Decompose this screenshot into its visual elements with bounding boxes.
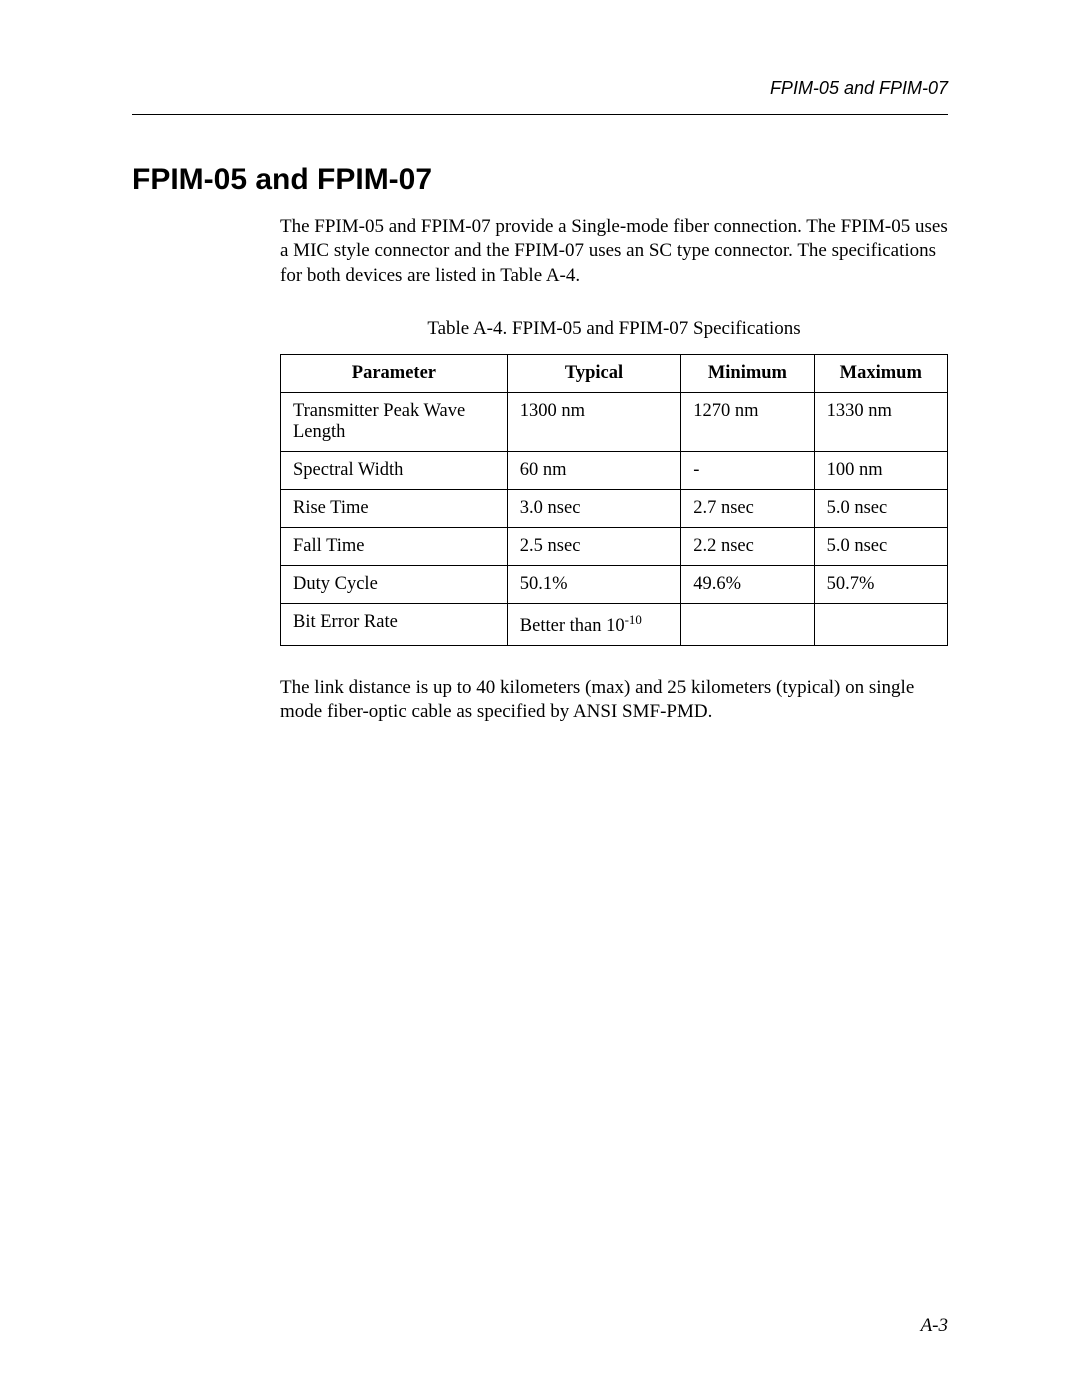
cell-minimum: 2.2 nsec [681,527,814,565]
running-head: FPIM-05 and FPIM-07 [770,78,948,99]
cell-minimum: 1270 nm [681,392,814,451]
cell-maximum: 5.0 nsec [814,527,947,565]
table-row: Duty Cycle 50.1% 49.6% 50.7% [281,565,948,603]
cell-parameter: Spectral Width [281,451,508,489]
table-row: Rise Time 3.0 nsec 2.7 nsec 5.0 nsec [281,489,948,527]
cell-maximum: 100 nm [814,451,947,489]
cell-maximum: 1330 nm [814,392,947,451]
header-rule [132,114,948,115]
document-page: FPIM-05 and FPIM-07 FPIM-05 and FPIM-07 … [0,0,1080,1397]
page-number: A-3 [921,1315,948,1337]
cell-minimum: 2.7 nsec [681,489,814,527]
cell-parameter: Transmitter Peak Wave Length [281,392,508,451]
cell-typical: 2.5 nsec [507,527,680,565]
cell-typical: 50.1% [507,565,680,603]
cell-parameter: Duty Cycle [281,565,508,603]
table-row: Bit Error Rate Better than 10-10 [281,603,948,645]
cell-maximum: 5.0 nsec [814,489,947,527]
cell-minimum: - [681,451,814,489]
closing-paragraph: The link distance is up to 40 kilometers… [280,676,948,725]
cell-minimum [681,603,814,645]
table-header-row: Parameter Typical Minimum Maximum [281,354,948,392]
page-header: FPIM-05 and FPIM-07 [132,78,948,108]
intro-paragraph: The FPIM-05 and FPIM-07 provide a Single… [280,215,948,288]
table-caption: Table A-4. FPIM-05 and FPIM-07 Specifica… [280,318,948,340]
cell-typical: 60 nm [507,451,680,489]
cell-typical: 3.0 nsec [507,489,680,527]
section-title: FPIM-05 and FPIM-07 [132,163,948,197]
cell-parameter: Bit Error Rate [281,603,508,645]
cell-typical: Better than 10-10 [507,603,680,645]
table-row: Spectral Width 60 nm - 100 nm [281,451,948,489]
body-block: The FPIM-05 and FPIM-07 provide a Single… [280,215,948,725]
cell-minimum: 49.6% [681,565,814,603]
col-header-parameter: Parameter [281,354,508,392]
cell-parameter: Rise Time [281,489,508,527]
cell-typical: 1300 nm [507,392,680,451]
spec-table: Parameter Typical Minimum Maximum Transm… [280,354,948,646]
cell-parameter: Fall Time [281,527,508,565]
table-row: Fall Time 2.5 nsec 2.2 nsec 5.0 nsec [281,527,948,565]
cell-maximum [814,603,947,645]
col-header-maximum: Maximum [814,354,947,392]
col-header-typical: Typical [507,354,680,392]
table-row: Transmitter Peak Wave Length 1300 nm 127… [281,392,948,451]
col-header-minimum: Minimum [681,354,814,392]
cell-maximum: 50.7% [814,565,947,603]
